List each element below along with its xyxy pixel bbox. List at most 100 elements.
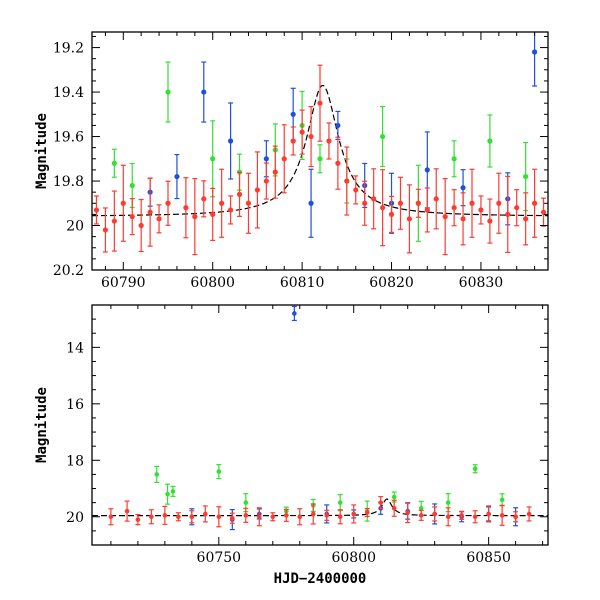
- x-tick-label: 60800: [190, 275, 235, 291]
- y-axis-label: Magnitude: [34, 387, 50, 463]
- red-data-point: [192, 214, 198, 220]
- blue-data-point: [424, 167, 430, 173]
- green-data-point: [129, 182, 135, 189]
- blue-data-point: [227, 138, 234, 144]
- red-data-point: [290, 138, 296, 144]
- red-data-point: [138, 222, 144, 229]
- green-data-point: [317, 156, 323, 162]
- green-data-point: [451, 156, 457, 162]
- red-data-point: [324, 513, 330, 518]
- blue-data-point: [174, 173, 180, 180]
- green-data-point: [379, 133, 386, 140]
- red-data-point: [102, 227, 109, 233]
- red-data-point: [108, 514, 114, 520]
- green-data-point: [210, 156, 216, 162]
- red-data-point: [526, 511, 532, 517]
- green-data-point: [391, 494, 397, 500]
- red-data-point: [379, 205, 386, 211]
- red-data-point: [147, 209, 153, 215]
- x-tick-label: 60850: [466, 550, 511, 566]
- red-data-point: [391, 505, 397, 511]
- blue-data-point: [201, 89, 207, 95]
- green-data-point: [418, 505, 424, 511]
- bottom-panel-full: 60750 60800 60850 14 16 18 20 Magnitude HJD−2400…: [34, 304, 549, 587]
- blue-data-point: [292, 311, 297, 316]
- red-data-point: [496, 200, 502, 206]
- y-tick-label: 19.8: [53, 174, 84, 190]
- y-tick-label: 18: [66, 453, 84, 469]
- x-tick-label: 60830: [459, 275, 504, 291]
- red-data-point: [351, 511, 357, 517]
- y-tick-label: 16: [66, 397, 84, 413]
- blue-data-point: [308, 200, 314, 206]
- red-data-point: [254, 187, 261, 193]
- red-data-point: [505, 211, 511, 217]
- red-data-point: [156, 216, 162, 222]
- y-tick-label: 19.2: [53, 41, 84, 57]
- red-data-point: [433, 196, 439, 202]
- x-tick-label: 60800: [331, 550, 376, 566]
- red-data-point: [397, 200, 404, 206]
- red-data-point: [344, 178, 350, 184]
- red-data-point: [531, 200, 538, 206]
- red-data-point: [165, 200, 171, 206]
- y-tick-label: 20: [66, 219, 84, 235]
- y-tick-label: 19.4: [53, 85, 84, 101]
- y-tick-label: 20.2: [53, 263, 84, 279]
- red-data-point: [364, 510, 370, 515]
- red-data-point: [499, 513, 505, 518]
- red-data-point: [129, 214, 135, 220]
- red-data-point: [478, 207, 484, 213]
- blue-data-point: [290, 111, 296, 117]
- red-data-point: [272, 169, 278, 175]
- x-axis-label: HJD−2400000: [274, 571, 367, 587]
- red-data-point: [210, 211, 216, 217]
- red-data-point: [243, 513, 249, 518]
- red-data-point: [299, 129, 305, 135]
- red-data-point: [183, 205, 189, 211]
- green-data-point: [472, 466, 478, 472]
- green-data-point: [111, 160, 117, 166]
- x-tick-label: 60810: [280, 275, 325, 291]
- x-tick-label: 60790: [101, 275, 146, 291]
- red-data-point: [487, 218, 493, 224]
- x-tick-label: 60820: [369, 275, 414, 291]
- plot-area: [92, 32, 548, 256]
- y-tick-label: 19.6: [53, 130, 84, 146]
- green-data-point: [499, 497, 505, 503]
- y-tick-label: 14: [66, 340, 84, 356]
- blue-data-point: [263, 156, 269, 162]
- red-data-point: [424, 207, 430, 213]
- red-data-point: [523, 216, 529, 222]
- red-data-point: [263, 178, 269, 184]
- red-data-point: [120, 200, 126, 206]
- green-data-point: [523, 173, 529, 180]
- red-data-point: [326, 138, 332, 144]
- red-data-point: [149, 514, 154, 520]
- red-data-point: [201, 196, 207, 202]
- red-data-point: [405, 510, 410, 515]
- red-data-point: [415, 200, 421, 206]
- red-data-point: [469, 200, 475, 206]
- red-data-point: [513, 514, 518, 520]
- red-data-point: [111, 218, 117, 224]
- red-data-point: [445, 514, 451, 520]
- green-data-point: [445, 500, 451, 505]
- red-data-point: [256, 514, 262, 520]
- green-data-point: [165, 89, 171, 95]
- red-data-point: [236, 191, 243, 197]
- red-data-point: [335, 160, 341, 166]
- red-data-point: [442, 214, 448, 220]
- red-data-point: [362, 200, 368, 206]
- red-data-point: [283, 513, 289, 518]
- red-data-point: [135, 517, 141, 522]
- green-data-point: [170, 489, 176, 494]
- model-curve: [92, 498, 548, 517]
- red-data-point: [124, 508, 130, 514]
- green-data-point: [243, 500, 249, 505]
- red-data-point: [540, 209, 547, 215]
- red-data-point: [203, 511, 208, 517]
- red-data-point: [460, 216, 466, 222]
- red-data-point: [514, 205, 520, 211]
